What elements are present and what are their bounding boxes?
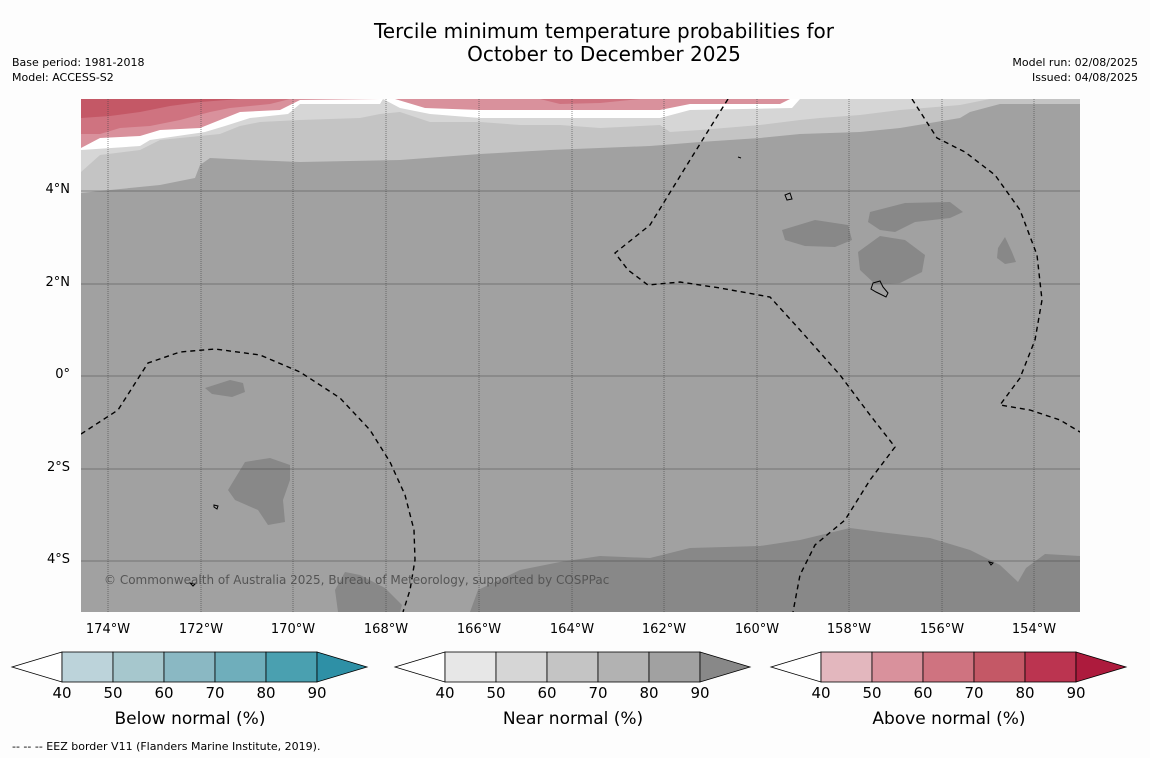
eez-borders [81, 99, 1080, 612]
colorbar-below-swatch-60 [163, 651, 216, 683]
colorbar-below-tick-90: 90 [307, 684, 327, 702]
near-normal-90-patch-west1 [205, 380, 245, 397]
colorbar-above-swatch-50 [871, 651, 924, 683]
colorbar-above-title: Above normal (%) [872, 709, 1026, 729]
lon-label-160w: 160°W [734, 622, 780, 637]
lon-label-158w: 158°W [826, 622, 872, 637]
colorbar-near-tick-70: 70 [588, 684, 608, 702]
eez-border-east [911, 99, 1080, 433]
colorbar-below-tick-50: 50 [103, 684, 123, 702]
lon-label-170w: 170°W [270, 622, 316, 637]
near-normal-90-patch-east3 [782, 220, 852, 247]
grid-lines [81, 99, 1080, 612]
lat-label-2s: 2°S [46, 460, 70, 475]
colorbar-below-extend-high [316, 651, 369, 683]
colorbar-above-tick-60: 60 [913, 684, 933, 702]
above-normal-70-band [81, 99, 240, 118]
colorbar-near-title: Near normal (%) [502, 709, 644, 729]
colorbar-near-swatch-80 [648, 651, 701, 683]
model-label: Model: ACCESS-S2 [12, 71, 114, 84]
issued-label: Issued: 04/08/2025 [1031, 71, 1138, 84]
colorbar-above-tick-80: 80 [1015, 684, 1035, 702]
above-normal-60-patch [540, 99, 640, 104]
map-title-line2: October to December 2025 [467, 42, 741, 66]
colorbar-near-normal [393, 651, 752, 683]
map-title-line1: Tercile minimum temperature probabilitie… [373, 19, 835, 43]
colorbar-below-extend-low [10, 651, 63, 683]
island-small-1 [213, 504, 219, 510]
lon-label-166w: 166°W [456, 622, 502, 637]
island-small-4 [737, 156, 742, 159]
colorbar-below-tick-60: 60 [154, 684, 174, 702]
lon-label-168w: 168°W [363, 622, 409, 637]
colorbar-below-title: Below normal (%) [114, 709, 266, 729]
near-normal-70-band [81, 99, 1080, 193]
colorbar-above-tick-70: 70 [964, 684, 984, 702]
near-normal-80-region [81, 99, 1080, 612]
colorbar-near-swatch-60 [546, 651, 599, 683]
colorbar-below-swatch-50 [112, 651, 165, 683]
colorbar-above-normal [769, 651, 1128, 683]
map-plot-area [81, 99, 1080, 612]
near-normal-90-patch-east [868, 202, 963, 232]
colorbar-near-swatch-50 [495, 651, 548, 683]
colorbar-near-extend-low [393, 651, 446, 683]
near-normal-90-patch-east4 [997, 237, 1016, 264]
colorbar-above-tick-40: 40 [811, 684, 831, 702]
model-run-label: Model run: 02/08/2025 [1012, 56, 1138, 69]
colorbar-above-tick-50: 50 [862, 684, 882, 702]
colorbar-below-normal [10, 651, 369, 683]
lat-label-4n: 4°N [45, 182, 71, 197]
island-small-3 [987, 561, 994, 566]
colorbar-above-extend-high [1075, 651, 1128, 683]
eez-footnote: -- -- -- EEZ border V11 (Flanders Marine… [12, 740, 321, 753]
colorbar-above-extend-low [769, 651, 822, 683]
colorbar-near-swatch-40 [444, 651, 497, 683]
eez-border-west [81, 348, 416, 612]
colorbar-near-extend-high [699, 651, 752, 683]
near-normal-60-band [81, 99, 1080, 172]
colorbar-below-tick-40: 40 [52, 684, 72, 702]
lat-label-2n: 2°N [45, 275, 71, 290]
colorbar-near-tick-60: 60 [537, 684, 557, 702]
lon-label-156w: 156°W [919, 622, 965, 637]
islands [188, 156, 994, 587]
colorbar-below-swatch-80 [265, 651, 318, 683]
near-normal-90-patch-south [470, 528, 1080, 612]
near-normal-90-patch-east2 [858, 236, 925, 284]
meta-left: Base period: 1981-2018 Model: ACCESS-S2 [12, 55, 144, 85]
colorbar-above-swatch-80 [1024, 651, 1077, 683]
colorbar-near-tick-90: 90 [690, 684, 710, 702]
near-normal-90-patch-southwest [335, 572, 402, 612]
copyright-notice: © Commonwealth of Australia 2025, Bureau… [104, 573, 610, 587]
lat-label-4s: 4°S [46, 552, 70, 567]
island-tabuaeran [784, 192, 793, 201]
colorbar-near-tick-80: 80 [639, 684, 659, 702]
colorbar-above-swatch-70 [973, 651, 1026, 683]
colorbar-near-swatch-70 [597, 651, 650, 683]
colorbar-near-tick-50: 50 [486, 684, 506, 702]
lat-label-0: 0° [55, 367, 70, 382]
map-title: Tercile minimum temperature probabilitie… [0, 20, 1150, 66]
colorbar-near-tick-40: 40 [435, 684, 455, 702]
near-normal-90-patch-west2 [228, 458, 290, 525]
lon-label-162w: 162°W [641, 622, 687, 637]
island-kiritimati [870, 280, 889, 298]
lon-label-172w: 172°W [178, 622, 224, 637]
lon-label-154w: 154°W [1011, 622, 1057, 637]
colorbar-above-tick-90: 90 [1066, 684, 1086, 702]
colorbar-above-swatch-60 [922, 651, 975, 683]
meta-right: Model run: 02/08/2025 Issued: 04/08/2025 [1012, 55, 1138, 85]
colorbar-below-tick-70: 70 [205, 684, 225, 702]
colorbar-above-swatch-40 [820, 651, 873, 683]
island-small-2 [188, 582, 197, 587]
lon-label-174w: 174°W [85, 622, 131, 637]
base-period-label: Base period: 1981-2018 [12, 56, 145, 69]
colorbar-below-swatch-70 [214, 651, 267, 683]
colorbar-below-swatch-40 [61, 651, 114, 683]
lon-label-164w: 164°W [549, 622, 595, 637]
colorbar-below-tick-80: 80 [256, 684, 276, 702]
